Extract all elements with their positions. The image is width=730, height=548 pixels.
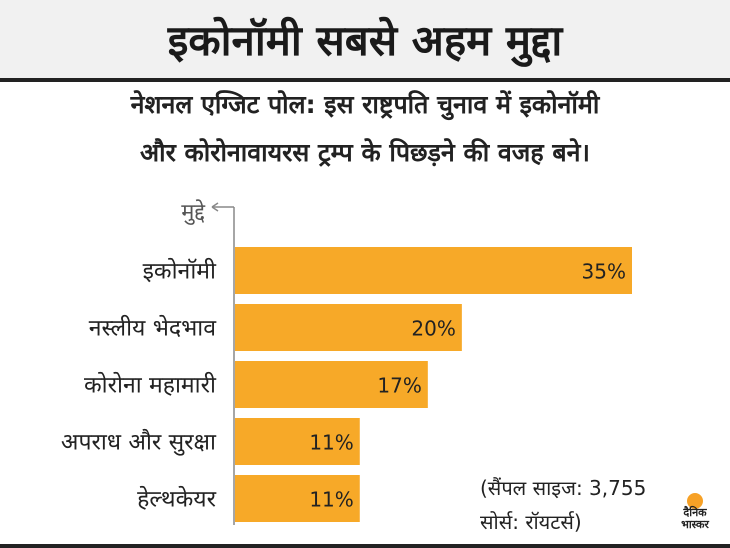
- axis-label: मुद्दे: [181, 199, 205, 225]
- arrow-left-icon: [211, 202, 219, 212]
- bar: [235, 247, 632, 294]
- source-sample-size: (सैंपल साइज: 3,755: [480, 476, 647, 500]
- data-label: 11%: [309, 431, 353, 455]
- logo-text-1: दैनिक: [683, 506, 707, 519]
- data-label: 11%: [309, 488, 353, 512]
- bar: [235, 304, 462, 351]
- category-label: हेल्थकेयर: [137, 486, 216, 513]
- logo-text-2: भास्कर: [681, 518, 709, 532]
- category-label: इकोनॉमी: [143, 258, 217, 285]
- source-credit: सोर्स: रॉयटर्स): [480, 510, 582, 534]
- bar-chart: मुद्दे इकोनॉमी 35% नस्लीय भेदभाव 20% कोरोना म…: [61, 199, 632, 525]
- bar: [235, 475, 360, 522]
- category-label: अपराध और सुरक्षा: [61, 429, 217, 457]
- bar: [235, 361, 428, 408]
- subtitle-line-1: नेशनल एग्जिट पोल: इस राष्ट्रपति चुनाव मे…: [130, 90, 600, 119]
- data-label: 17%: [377, 374, 421, 398]
- bottom-rule: [0, 544, 730, 548]
- bar: [235, 418, 360, 465]
- category-label: कोरोना महामारी: [84, 372, 217, 399]
- title-bar: इकोनॉमी सबसे अहम मुद्दा: [0, 0, 730, 82]
- category-label: नस्लीय भेदभाव: [89, 315, 217, 342]
- data-label: 20%: [411, 317, 455, 341]
- subtitle-line-2: और कोरोनावायरस ट्रम्प के पिछड़ने की वजह …: [140, 138, 590, 167]
- sun-icon: [687, 493, 703, 509]
- data-label: 35%: [582, 260, 626, 284]
- chart-title: इकोनॉमी सबसे अहम मुद्दा: [167, 15, 563, 65]
- publisher-logo: दैनिक भास्कर: [672, 493, 718, 539]
